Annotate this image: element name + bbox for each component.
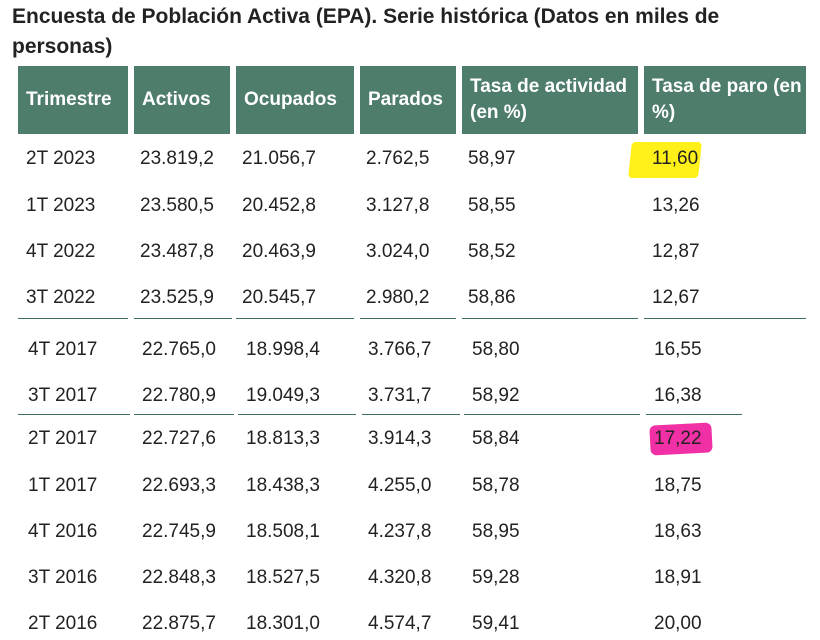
table-cell: 22.745,9: [142, 521, 216, 542]
table-cell: 21.056,7: [242, 148, 316, 169]
header-tasa-actividad: Tasa de actividad (en %): [462, 66, 638, 134]
table-cell: 58,84: [472, 428, 520, 449]
row-separator: [238, 414, 356, 415]
table-cell: 22.765,0: [142, 339, 216, 360]
row-separator: [362, 414, 460, 415]
table-cell: 4.237,8: [368, 521, 432, 542]
table-cell: 18.527,5: [246, 567, 320, 588]
table-cell: 3.914,3: [368, 428, 432, 449]
row-separator: [18, 414, 130, 415]
table-cell: 18,75: [654, 475, 702, 496]
table-cell: 1T 2017: [28, 475, 98, 496]
table-cell: 13,26: [652, 195, 700, 216]
table-cell: 12,87: [652, 241, 700, 262]
table-cell: 3T 2022: [26, 287, 96, 308]
row-separator: [236, 318, 354, 319]
table-cell: 22.693,3: [142, 475, 216, 496]
row-separator: [646, 414, 742, 415]
table-cell: 3.731,7: [368, 385, 432, 406]
table-cell: 16,55: [654, 339, 702, 360]
header-ocupados: Ocupados: [236, 66, 354, 134]
table-cell: 18.508,1: [246, 521, 320, 542]
table-cell: 23.819,2: [140, 148, 214, 169]
row-separator: [462, 318, 638, 319]
table-cell: 3.127,8: [366, 195, 430, 216]
table-cell: 18,63: [654, 521, 702, 542]
table-cell: 23.580,5: [140, 195, 214, 216]
table-cell: 2.980,2: [366, 287, 430, 308]
table-cell: 4T 2017: [28, 339, 98, 360]
table-cell: 59,41: [472, 613, 520, 634]
table-cell: 22.848,3: [142, 567, 216, 588]
table-cell: 18.438,3: [246, 475, 320, 496]
table-cell: 20,00: [654, 613, 702, 634]
table-cell: 4T 2022: [26, 241, 96, 262]
table-cell: 20.463,9: [242, 241, 316, 262]
table-cell: 4.255,0: [368, 475, 432, 496]
table-cell: 58,80: [472, 339, 520, 360]
table-cell: 58,86: [468, 287, 516, 308]
table-cell: 20.452,8: [242, 195, 316, 216]
table-cell: 58,97: [468, 148, 516, 169]
header-activos: Activos: [134, 66, 230, 134]
row-separator: [134, 414, 234, 415]
table-cell: 58,95: [472, 521, 520, 542]
row-separator: [18, 318, 128, 319]
table-cell: 3.766,7: [368, 339, 432, 360]
table-cell: 4T 2016: [28, 521, 98, 542]
table-cell: 3T 2016: [28, 567, 98, 588]
table-cell: 18.813,3: [246, 428, 320, 449]
row-separator: [644, 318, 806, 319]
table-cell: 23.525,9: [140, 287, 214, 308]
header-parados: Parados: [360, 66, 456, 134]
row-separator: [464, 414, 640, 415]
table-cell: 18.998,4: [246, 339, 320, 360]
table-cell: 2.762,5: [366, 148, 430, 169]
table-cell: 12,67: [652, 287, 700, 308]
table-cell: 22.875,7: [142, 613, 216, 634]
table-cell: 22.780,9: [142, 385, 216, 406]
table-cell: 1T 2023: [26, 195, 96, 216]
table-cell: 18.301,0: [246, 613, 320, 634]
table-cell: 58,78: [472, 475, 520, 496]
row-separator: [134, 318, 232, 319]
row-separator: [360, 318, 456, 319]
table-cell: 4.574,7: [368, 613, 432, 634]
table-cell: 58,92: [472, 385, 520, 406]
table-cell: 11,60: [652, 148, 699, 169]
table-cell: 19.049,3: [246, 385, 320, 406]
table-cell: 3T 2017: [28, 385, 98, 406]
page-title: Encuesta de Población Activa (EPA). Seri…: [12, 5, 720, 58]
table-cell: 2T 2016: [28, 613, 98, 634]
header-trimestre: Trimestre: [18, 66, 128, 134]
table-cell: 18,91: [654, 567, 702, 588]
table-cell: 23.487,8: [140, 241, 214, 262]
table-cell: 2T 2017: [28, 428, 98, 449]
table-cell: 20.545,7: [242, 287, 316, 308]
header-tasa-paro: Tasa de paro (en %): [644, 66, 806, 134]
table-cell: 58,55: [468, 195, 516, 216]
table-cell: 2T 2023: [26, 148, 96, 169]
table-cell: 17,22: [654, 428, 702, 449]
table-cell: 22.727,6: [142, 428, 216, 449]
table-cell: 59,28: [472, 567, 520, 588]
table-cell: 58,52: [468, 241, 516, 262]
table-cell: 4.320,8: [368, 567, 432, 588]
table-cell: 3.024,0: [366, 241, 430, 262]
table-cell: 16,38: [654, 385, 702, 406]
